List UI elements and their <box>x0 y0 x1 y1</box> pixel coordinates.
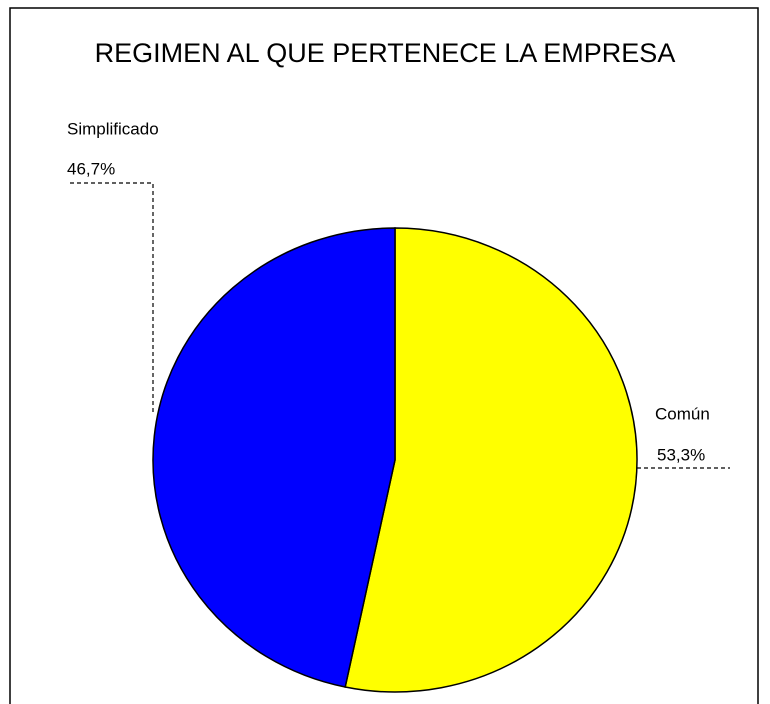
chart-title: REGIMEN AL QUE PERTENECE LA EMPRESA <box>95 38 676 68</box>
value-label: 46,7% <box>67 159 115 178</box>
slice-label: Simplificado <box>67 119 159 138</box>
pie-slice <box>344 227 638 693</box>
slice-label: Común <box>655 404 710 423</box>
pie-slice <box>152 227 396 688</box>
value-label: 53,3% <box>657 445 705 464</box>
